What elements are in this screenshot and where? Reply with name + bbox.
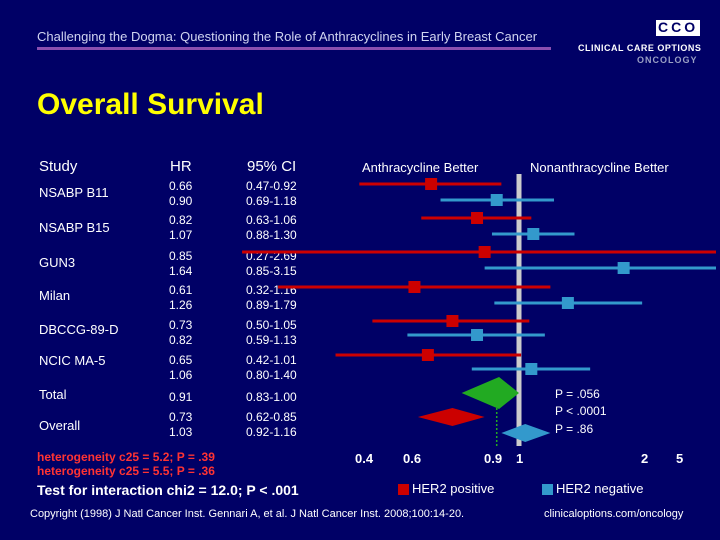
study-name: Milan	[39, 288, 71, 303]
hr-point	[446, 315, 459, 327]
hr-point	[471, 329, 484, 341]
study-name: Total	[39, 387, 67, 402]
column-header-hr: HR	[170, 158, 192, 175]
ci-value: 0.63-1.06 0.88-1.30	[246, 213, 297, 242]
x-tick-label: 5	[676, 451, 684, 466]
heterogeneity-her2-negative: heterogeneity c25 = 5.5; P = .36	[37, 464, 215, 478]
hr-value: 0.65 1.06	[169, 353, 193, 382]
heterogeneity-her2-positive: heterogeneity c25 = 5.2; P = .39	[37, 450, 215, 464]
p-value-her2-negative: P = .86	[555, 422, 594, 436]
hr-value: 0.82 1.07	[169, 213, 193, 242]
ci-value: 0.50-1.05 0.59-1.13	[246, 318, 297, 347]
x-tick-label: 2	[641, 451, 649, 466]
ci-value: 0.62-0.85 0.92-1.16	[246, 410, 297, 439]
hr-point	[478, 246, 491, 258]
p-value-total: P < .0001	[555, 404, 607, 418]
footer-site: clinicaloptions.com/oncology	[544, 508, 684, 520]
hr-value: 0.73 1.03	[169, 410, 193, 439]
hr-value: 0.61 1.26	[169, 283, 193, 312]
label-anthracycline-better: Anthracycline Better	[362, 160, 479, 175]
x-tick-label: 0.4	[355, 451, 374, 466]
interaction-test: Test for interaction chi2 = 12.0; P < .0…	[37, 482, 299, 498]
hr-point	[490, 194, 503, 206]
study-name: NSABP B11	[39, 185, 109, 200]
hr-point	[617, 262, 630, 274]
x-tick-label: 1	[516, 451, 524, 466]
header-title: Challenging the Dogma: Questioning the R…	[37, 29, 538, 44]
hr-point	[561, 297, 574, 309]
study-name: NCIC MA-5	[39, 353, 106, 368]
legend-label-her2-positive: HER2 positive	[412, 481, 495, 496]
summary-diamond	[501, 424, 551, 442]
ci-value: 0.83-1.00	[246, 390, 297, 404]
column-header-ci: 95% CI	[247, 158, 297, 175]
x-tick-label: 0.6	[403, 451, 422, 466]
p-value-her2-positive: P = .056	[555, 387, 600, 401]
hr-point	[408, 281, 421, 293]
legend-label-her2-negative: HER2 negative	[556, 481, 644, 496]
logo-line-2: ONCOLOGY	[637, 55, 698, 65]
legend-swatch-her2-negative	[542, 484, 553, 495]
slide-title: Overall Survival	[37, 88, 264, 121]
hr-point	[525, 363, 538, 375]
logo-letters: CCO	[658, 19, 699, 35]
hr-point	[425, 178, 438, 190]
hr-point	[527, 228, 540, 240]
legend-swatch-her2-positive	[398, 484, 409, 495]
total-diamond	[461, 377, 519, 409]
hr-value: 0.85 1.64	[169, 249, 193, 278]
study-name: NSABP B15	[39, 220, 110, 235]
hr-value: 0.73 0.82	[169, 318, 193, 347]
x-tick-label: 0.9	[484, 451, 503, 466]
study-name: DBCCG-89-D	[39, 322, 119, 337]
header-rule	[37, 47, 551, 50]
logo-line-1: CLINICAL CARE OPTIONS	[578, 43, 702, 53]
hr-point	[471, 212, 484, 224]
logo-badge	[656, 20, 700, 36]
study-name: GUN3	[39, 255, 76, 270]
label-nonanthracycline-better: Nonanthracycline Better	[530, 160, 669, 175]
hr-value: 0.91	[169, 390, 193, 404]
hr-value: 0.66 0.90	[169, 179, 193, 208]
hr-point	[421, 349, 434, 361]
summary-diamond	[417, 408, 485, 426]
study-name: Overall	[39, 418, 81, 433]
ci-value: 0.47-0.92 0.69-1.18	[246, 179, 297, 208]
footer-citation: Copyright (1998) J Natl Cancer Inst. Gen…	[30, 508, 465, 520]
ci-value: 0.42-1.01 0.80-1.40	[246, 353, 297, 382]
column-header-study: Study	[39, 158, 78, 175]
